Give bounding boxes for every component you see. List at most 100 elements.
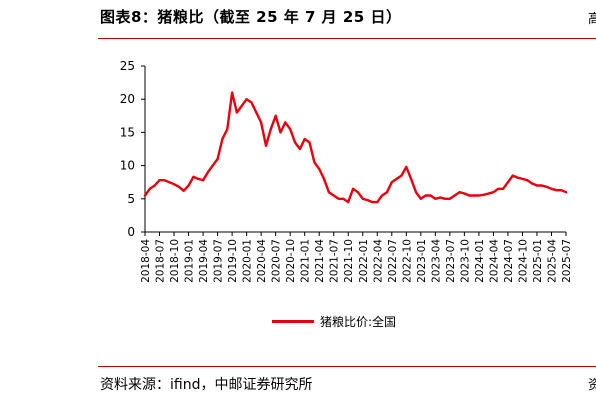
- data-point: [414, 191, 418, 194]
- data-point: [303, 137, 306, 141]
- y-tick-label: 15: [120, 125, 135, 139]
- x-tick-label: 2022-01: [358, 239, 370, 283]
- data-point: [463, 192, 466, 195]
- data-point: [429, 194, 432, 197]
- x-tick-label: 2020-10: [285, 239, 297, 283]
- data-point: [352, 187, 355, 190]
- data-point: [385, 191, 389, 194]
- data-point: [424, 194, 427, 197]
- data-point: [550, 187, 553, 190]
- data-point: [526, 179, 529, 182]
- data-point: [148, 187, 151, 190]
- x-tick-label: 2021-04: [314, 239, 326, 283]
- data-point: [506, 181, 509, 184]
- x-tick-label: 2022-07: [387, 239, 399, 283]
- data-point: [143, 194, 147, 197]
- data-point: [482, 193, 485, 196]
- source-note: 资料来源：ifind，中邮证券研究所: [100, 377, 313, 393]
- data-point: [443, 197, 447, 200]
- title-rule: [98, 38, 596, 39]
- x-tick-label: 2021-01: [300, 239, 312, 283]
- data-point: [187, 184, 190, 187]
- data-point: [535, 184, 539, 187]
- y-tick-label: 20: [120, 92, 135, 106]
- x-tick-label: 2018-04: [140, 239, 152, 283]
- data-point: [182, 189, 185, 192]
- x-tick-label: 2022-04: [372, 239, 384, 283]
- data-point: [226, 128, 229, 131]
- x-tick-label: 2018-10: [169, 239, 181, 283]
- data-point: [516, 176, 519, 179]
- data-point: [231, 91, 234, 94]
- data-point: [453, 194, 456, 197]
- data-point: [332, 194, 335, 197]
- x-tick-label: 2023-07: [445, 239, 457, 283]
- data-point: [395, 177, 398, 180]
- chart-title: 图表8：猪粮比（截至 25 年 7 月 25 日）: [100, 8, 402, 26]
- data-point: [279, 131, 282, 134]
- data-point: [545, 185, 548, 188]
- x-tick-label: 2020-07: [271, 239, 283, 283]
- x-axis: 2018-04 2018-07 2018-10 2019-01 2019-04 2019-…: [140, 231, 573, 283]
- data-point: [235, 111, 238, 114]
- y-tick-label: 5: [127, 192, 135, 206]
- y-axis: 0 5 10 15 20 25: [120, 59, 146, 239]
- data-point: [487, 192, 490, 195]
- data-point: [564, 191, 568, 194]
- data-point: [284, 121, 287, 124]
- data-point: [477, 194, 480, 197]
- data-point: [168, 181, 171, 184]
- data-point: [206, 171, 209, 174]
- data-point: [492, 191, 495, 194]
- data-point: [255, 111, 258, 114]
- data-point: [468, 194, 471, 197]
- data-point: [293, 141, 297, 144]
- data-point: [347, 201, 350, 204]
- legend-swatch: [272, 320, 314, 323]
- data-point: [356, 191, 359, 194]
- data-point: [298, 147, 301, 151]
- data-point: [313, 161, 316, 164]
- data-point: [361, 197, 364, 200]
- data-point: [502, 187, 505, 190]
- data-point: [260, 121, 263, 124]
- data-point: [540, 184, 543, 187]
- data-point: [163, 179, 166, 182]
- data-point: [240, 104, 243, 107]
- y-tick-label: 0: [127, 225, 135, 239]
- series-line: [143, 91, 568, 204]
- x-tick-label: 2023-01: [416, 239, 428, 283]
- data-point: [250, 101, 253, 104]
- data-point: [342, 197, 345, 200]
- edge-mark-bottom: 资: [588, 378, 596, 393]
- data-point: [448, 197, 451, 200]
- data-point: [308, 141, 311, 144]
- data-point: [197, 177, 200, 180]
- x-tick-label: 2023-10: [459, 239, 471, 283]
- data-point: [521, 177, 524, 180]
- x-tick-label: 2019-10: [227, 239, 239, 283]
- data-point: [221, 137, 224, 141]
- y-tick-label: 10: [120, 159, 135, 173]
- data-point: [172, 183, 176, 186]
- data-point: [318, 167, 321, 170]
- data-point: [337, 197, 340, 200]
- data-point: [434, 197, 437, 200]
- data-point: [177, 185, 180, 188]
- data-point: [269, 128, 272, 131]
- data-point: [192, 175, 195, 178]
- data-point: [153, 184, 156, 187]
- data-point: [531, 182, 534, 185]
- x-tick-label: 2025-07: [561, 239, 573, 283]
- x-tick-label: 2024-01: [474, 239, 486, 283]
- data-point: [322, 177, 326, 180]
- data-point: [473, 194, 476, 197]
- x-tick-label: 2022-10: [401, 239, 413, 283]
- data-point: [381, 194, 384, 197]
- data-point: [366, 199, 369, 202]
- data-point: [511, 174, 514, 177]
- x-tick-label: 2024-07: [503, 239, 515, 283]
- x-tick-label: 2024-04: [488, 239, 500, 283]
- data-point: [202, 179, 205, 182]
- data-point: [458, 191, 461, 194]
